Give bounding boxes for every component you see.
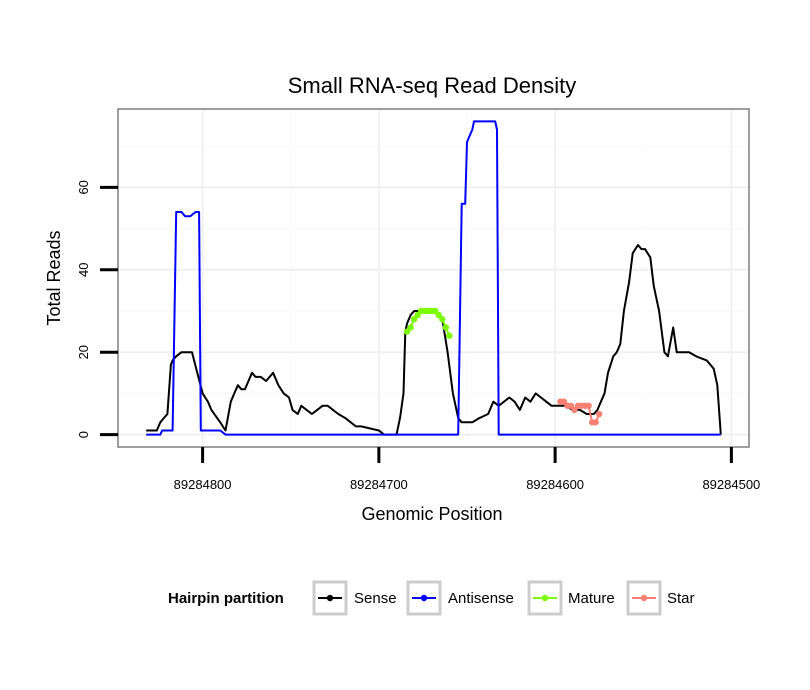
legend-point-star [640, 594, 648, 602]
data-point-mature [407, 324, 414, 331]
legend-point-sense [326, 594, 334, 602]
x-tick-label: 89284800 [174, 477, 232, 492]
legend-point-mature [541, 594, 549, 602]
x-axis-title: Genomic Position [361, 504, 502, 524]
y-tick-label: 60 [76, 180, 91, 194]
grid-lines [118, 109, 749, 447]
legend-label-sense: Sense [354, 590, 397, 607]
legend-label-mature: Mature [568, 590, 615, 607]
x-tick-label: 89284600 [526, 477, 584, 492]
legend-label-star: Star [667, 590, 695, 607]
x-tick-label: 89284700 [350, 477, 408, 492]
legend: Hairpin partition Sense Antisense Mature St… [168, 580, 695, 616]
legend-label-antisense: Antisense [448, 590, 514, 607]
plot-border [117, 108, 750, 448]
data-point-mature [439, 316, 446, 323]
y-tick-label: 0 [76, 431, 91, 438]
plot-panel [118, 109, 749, 447]
data-point-star [595, 410, 603, 418]
data-point-star [585, 402, 592, 409]
legend-point-antisense [420, 594, 428, 602]
data-series [146, 120, 722, 436]
data-point-mature [442, 324, 450, 331]
chart-title: Small RNA-seq Read Density [288, 73, 577, 98]
series-line-antisense [146, 120, 721, 436]
y-axis-title: Total Reads [44, 230, 64, 325]
axes: 89284800 89284700 89284600 89284500 0 20 40 60 [76, 180, 760, 492]
data-point-star [592, 419, 599, 426]
legend-title: Hairpin partition [168, 590, 284, 607]
y-tick-label: 20 [76, 345, 91, 359]
y-tick-label: 40 [76, 263, 91, 277]
x-tick-label: 89284500 [702, 477, 760, 492]
data-point-mature [446, 332, 453, 339]
